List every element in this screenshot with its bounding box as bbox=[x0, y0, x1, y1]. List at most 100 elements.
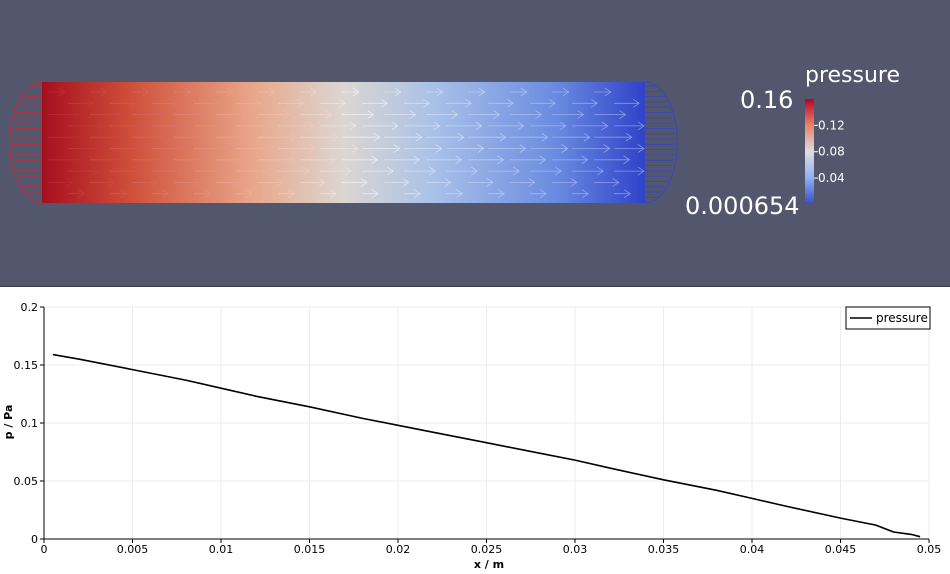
velocity-arrow-head bbox=[218, 166, 226, 176]
velocity-arrow-head bbox=[241, 110, 249, 119]
legend[interactable]: pressure bbox=[845, 306, 931, 330]
colorbar-tick-label: 0.08 bbox=[818, 145, 845, 159]
velocity-arrow-head bbox=[119, 155, 127, 165]
velocity-arrow-head bbox=[296, 98, 304, 108]
velocity-arrow-head bbox=[371, 189, 379, 199]
velocity-arrow-head bbox=[338, 98, 346, 108]
velocity-arrow-head bbox=[309, 144, 317, 153]
colorbar-title: pressure bbox=[805, 63, 900, 88]
velocity-arrow-head bbox=[625, 132, 633, 142]
velocity-arrow-head bbox=[457, 132, 465, 142]
render-view[interactable]: pressure 0.16 0.000654 0.12 0.08 0.04 bbox=[0, 0, 950, 287]
velocity-arrow-head bbox=[478, 87, 486, 97]
velocity-arrow-head bbox=[287, 189, 295, 199]
velocity-arrow-head bbox=[455, 189, 463, 199]
y-axis-ticks: 0 0.05 0.1 0.15 0.2 bbox=[14, 301, 44, 546]
x-tick-label: 0.015 bbox=[294, 543, 326, 556]
velocity-arrow-head bbox=[331, 132, 339, 142]
velocity-arrow-head bbox=[623, 189, 631, 199]
velocity-arrow-head bbox=[192, 178, 200, 187]
velocity-arrow-head bbox=[203, 155, 211, 165]
velocity-arrow-head bbox=[205, 132, 213, 142]
velocity-arrow-head bbox=[619, 110, 627, 119]
velocity-arrow-head bbox=[528, 178, 536, 187]
x-tick-label: 0.05 bbox=[917, 543, 942, 556]
velocity-arrow-head bbox=[444, 178, 452, 187]
velocity-arrow-head bbox=[477, 144, 485, 153]
velocity-arrow-head bbox=[245, 155, 253, 165]
velocity-arrow-head bbox=[435, 144, 443, 153]
velocity-arrow-head bbox=[176, 166, 184, 176]
velocity-arrow-head bbox=[603, 144, 611, 153]
x-tick-label: 0.045 bbox=[825, 543, 857, 556]
velocity-arrow-head bbox=[245, 189, 253, 199]
line-chart[interactable]: 0 0.005 0.01 0.015 0.02 0.025 0.03 0.035 0.04 0.0… bbox=[0, 287, 950, 574]
colorbar-gradient bbox=[805, 99, 814, 204]
velocity-arrow-head bbox=[349, 121, 357, 131]
velocity-arrow-head bbox=[402, 178, 410, 187]
velocity-arrow-head bbox=[632, 98, 640, 108]
velocity-arrow-head bbox=[99, 144, 107, 153]
velocity-arrow-head bbox=[163, 132, 171, 142]
velocity-arrow-head bbox=[371, 155, 379, 165]
velocity-arrow-head bbox=[268, 87, 276, 97]
velocity-arrow-head bbox=[212, 98, 220, 108]
colorbar-min-label: 0.000654 bbox=[685, 192, 800, 220]
velocity-arrow-head bbox=[422, 98, 430, 108]
velocity-arrow-head bbox=[170, 98, 178, 108]
velocity-arrow-head bbox=[475, 121, 483, 131]
velocity-arrow-head bbox=[386, 166, 394, 176]
velocity-arrow-head bbox=[199, 110, 207, 119]
y-tick-label: 0.15 bbox=[14, 359, 39, 372]
x-tick-label: 0.035 bbox=[648, 543, 680, 556]
velocity-arrow-head bbox=[409, 110, 417, 119]
velocity-arrow-head bbox=[520, 87, 528, 97]
y-tick-label: 0.1 bbox=[21, 417, 39, 430]
y-tick-label: 0 bbox=[31, 533, 38, 546]
render-canvas[interactable]: pressure 0.16 0.000654 0.12 0.08 0.04 bbox=[0, 0, 950, 287]
velocity-arrow-head bbox=[161, 155, 169, 165]
velocity-arrow-head bbox=[351, 144, 359, 153]
velocity-arrow-head bbox=[203, 189, 211, 199]
colorbar-max-label: 0.16 bbox=[740, 86, 793, 114]
velocity-arrow-head bbox=[415, 132, 423, 142]
velocity-arrow-head bbox=[554, 166, 562, 176]
velocity-arrow-head bbox=[394, 87, 402, 97]
velocity-arrow-head bbox=[590, 98, 598, 108]
outlet-arc bbox=[644, 81, 678, 204]
velocity-arrow-head bbox=[393, 144, 401, 153]
velocity-arrow-head bbox=[310, 87, 318, 97]
velocity-arrow-head bbox=[79, 132, 87, 142]
velocity-arrow-head bbox=[486, 178, 494, 187]
colorbar-ticks: 0.12 0.08 0.04 bbox=[814, 118, 845, 185]
velocity-arrow-head bbox=[433, 121, 441, 131]
velocity-arrow-head bbox=[142, 87, 150, 97]
x-tick-label: 0.005 bbox=[117, 543, 149, 556]
line-chart-view[interactable]: 0 0.005 0.01 0.015 0.02 0.025 0.03 0.035 0.04 0.0… bbox=[0, 287, 950, 574]
y-tick-label: 0.2 bbox=[21, 301, 39, 314]
velocity-arrow-head bbox=[267, 144, 275, 153]
velocity-arrow-head bbox=[581, 189, 589, 199]
velocity-arrow-head bbox=[497, 189, 505, 199]
x-tick-label: 0.04 bbox=[740, 543, 765, 556]
velocity-arrow-head bbox=[352, 87, 360, 97]
velocity-arrow-head bbox=[134, 166, 142, 176]
velocity-arrow-head bbox=[66, 178, 74, 187]
velocity-arrow-head bbox=[141, 144, 149, 153]
velocity-arrow-head bbox=[128, 98, 136, 108]
velocity-arrow-head bbox=[157, 110, 165, 119]
velocity-arrow-head bbox=[380, 98, 388, 108]
velocity-arrow-head bbox=[373, 132, 381, 142]
velocity-glyphs bbox=[48, 87, 645, 199]
velocity-arrow-head bbox=[344, 166, 352, 176]
velocity-arrow-head bbox=[92, 166, 100, 176]
velocity-arrow-head bbox=[517, 121, 525, 131]
velocity-arrow-head bbox=[181, 121, 189, 131]
velocity-arrow-head bbox=[561, 144, 569, 153]
velocity-arrow-head bbox=[581, 155, 589, 165]
chart-grid bbox=[43, 306, 930, 540]
velocity-arrow-head bbox=[318, 178, 326, 187]
velocity-arrow-head bbox=[559, 121, 567, 131]
x-axis-title: x / m bbox=[474, 558, 504, 571]
velocity-arrow-head bbox=[623, 155, 631, 165]
